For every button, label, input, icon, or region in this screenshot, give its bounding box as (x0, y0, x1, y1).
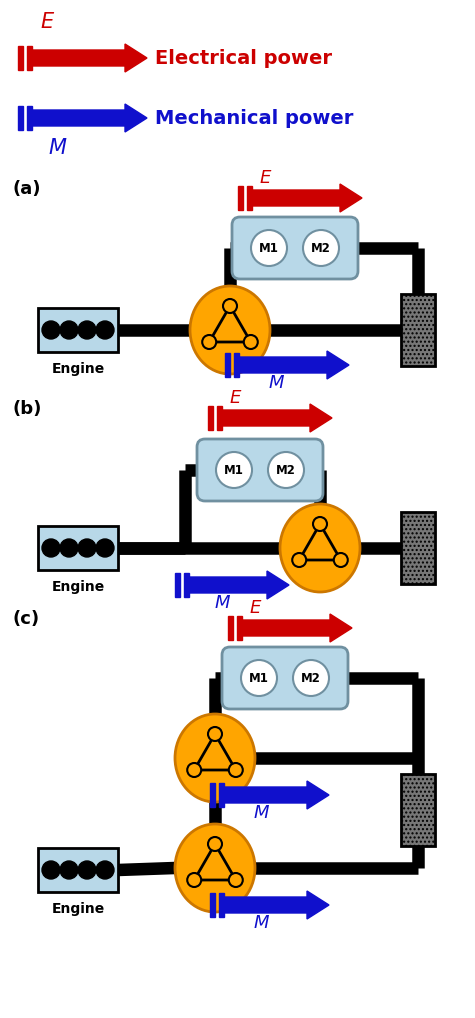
Circle shape (244, 335, 258, 349)
Text: M1: M1 (259, 241, 279, 254)
Circle shape (241, 660, 277, 696)
Text: $E$: $E$ (40, 12, 56, 32)
Circle shape (293, 660, 329, 696)
FancyArrow shape (224, 781, 329, 809)
Bar (18, 46, 23, 70)
Text: Engine: Engine (51, 362, 104, 376)
Circle shape (78, 539, 96, 557)
Bar (175, 573, 180, 597)
FancyBboxPatch shape (38, 848, 118, 892)
Circle shape (187, 873, 201, 887)
Bar (234, 353, 239, 377)
FancyArrow shape (252, 184, 362, 212)
Bar (210, 783, 215, 807)
FancyArrow shape (32, 104, 147, 132)
Circle shape (223, 299, 237, 313)
FancyArrow shape (189, 571, 289, 599)
FancyBboxPatch shape (38, 526, 118, 570)
Circle shape (60, 539, 78, 557)
Circle shape (42, 861, 60, 879)
Bar (27, 46, 32, 70)
Ellipse shape (280, 504, 360, 592)
Text: $M$: $M$ (254, 804, 271, 822)
Bar (237, 616, 242, 640)
FancyBboxPatch shape (38, 308, 118, 352)
Circle shape (78, 321, 96, 339)
Circle shape (303, 230, 339, 266)
Ellipse shape (175, 824, 255, 912)
Text: (c): (c) (12, 610, 39, 628)
Text: $M$: $M$ (48, 138, 67, 158)
Text: M2: M2 (301, 672, 321, 684)
Bar (18, 106, 23, 130)
Text: $E$: $E$ (259, 169, 273, 187)
Bar (217, 406, 222, 430)
Bar (238, 186, 243, 210)
Ellipse shape (190, 286, 270, 374)
Text: (b): (b) (12, 400, 41, 418)
Text: $M$: $M$ (268, 374, 285, 392)
Bar (401, 512, 435, 584)
Circle shape (96, 321, 114, 339)
Bar (228, 616, 233, 640)
Text: M2: M2 (311, 241, 331, 254)
Text: $E$: $E$ (249, 599, 263, 617)
Circle shape (292, 553, 306, 567)
Text: M1: M1 (224, 463, 244, 476)
Bar (401, 294, 435, 366)
FancyArrow shape (224, 891, 329, 919)
Circle shape (96, 539, 114, 557)
Text: $M$: $M$ (254, 914, 271, 932)
Text: M1: M1 (249, 672, 269, 684)
Text: M2: M2 (276, 463, 296, 476)
Bar (219, 783, 224, 807)
Bar (184, 573, 189, 597)
Bar (247, 186, 252, 210)
Circle shape (313, 517, 327, 531)
FancyArrow shape (222, 404, 332, 432)
Circle shape (268, 452, 304, 488)
Bar (401, 774, 435, 846)
Circle shape (42, 321, 60, 339)
FancyArrow shape (242, 614, 352, 642)
Circle shape (229, 764, 243, 777)
FancyArrow shape (239, 351, 349, 379)
Circle shape (202, 335, 216, 349)
FancyBboxPatch shape (232, 217, 358, 279)
Text: $M$: $M$ (215, 593, 231, 612)
Circle shape (208, 837, 222, 851)
FancyArrow shape (32, 44, 147, 72)
Text: Engine: Engine (51, 580, 104, 593)
Bar (208, 406, 213, 430)
Circle shape (60, 321, 78, 339)
Text: (a): (a) (12, 180, 40, 197)
Circle shape (96, 861, 114, 879)
Circle shape (42, 539, 60, 557)
Bar (219, 893, 224, 917)
Bar (210, 893, 215, 917)
Bar (27, 106, 32, 130)
Text: Engine: Engine (51, 902, 104, 916)
FancyBboxPatch shape (197, 439, 323, 501)
Circle shape (334, 553, 348, 567)
Ellipse shape (175, 714, 255, 802)
FancyBboxPatch shape (222, 647, 348, 709)
Text: Electrical power: Electrical power (155, 49, 332, 67)
Circle shape (251, 230, 287, 266)
Circle shape (216, 452, 252, 488)
Circle shape (229, 873, 243, 887)
Text: Mechanical power: Mechanical power (155, 109, 353, 127)
Circle shape (60, 861, 78, 879)
Circle shape (187, 764, 201, 777)
Circle shape (78, 861, 96, 879)
Circle shape (208, 727, 222, 741)
Text: $E$: $E$ (229, 389, 243, 407)
Bar (225, 353, 230, 377)
